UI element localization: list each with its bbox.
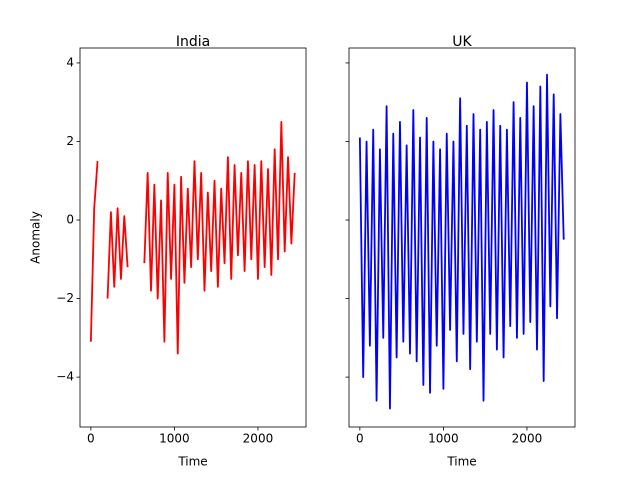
x-tick-label: 2000: [243, 432, 274, 446]
x-axis-label: Time: [446, 455, 476, 469]
axes-frame: [79, 47, 307, 428]
data-line: [358, 73, 565, 410]
x-tick-label: 0: [356, 432, 364, 446]
x-tick-label: 1000: [428, 432, 459, 446]
data-line: [89, 120, 296, 355]
axes-frame: [348, 47, 576, 428]
x-tick-label: 2000: [512, 432, 543, 446]
y-axis-label: Anomaly: [29, 211, 43, 264]
y-tick-label: 2: [66, 134, 74, 148]
axes-title: UK: [452, 34, 472, 50]
x-axis-label: Time: [177, 455, 207, 469]
x-tick-label: 1000: [159, 432, 190, 446]
x-tick-label: 0: [87, 432, 95, 446]
y-tick-label: 4: [66, 55, 74, 69]
axes-title: India: [176, 34, 210, 50]
y-tick-label: 0: [66, 213, 74, 227]
y-tick-label: −4: [56, 370, 74, 384]
y-tick-label: −2: [56, 291, 74, 305]
